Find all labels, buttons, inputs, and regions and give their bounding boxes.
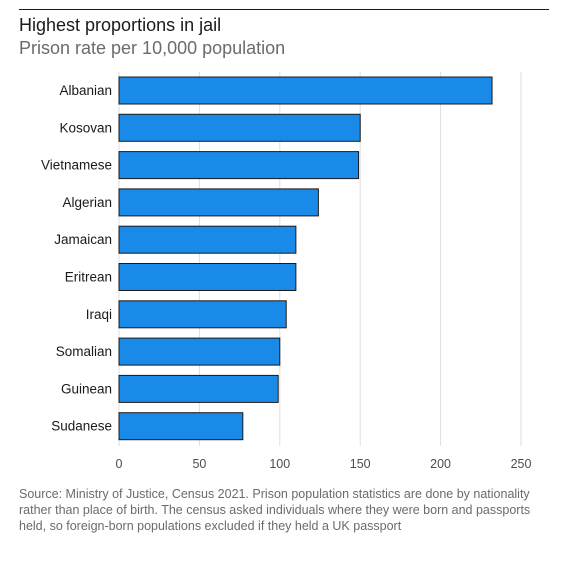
bar-chart: Albanian Kosovan Vietnamese Algerian Jamaica…: [41, 72, 532, 471]
bar: [118, 76, 493, 105]
source-note: Source: Ministry of Justice, Census 2021…: [19, 487, 531, 533]
bars: [118, 76, 493, 441]
bar: [118, 263, 297, 291]
x-tick-label: 150: [350, 457, 371, 471]
bar: [118, 113, 361, 142]
x-tick-label: 200: [430, 457, 451, 471]
category-label: Iraqi: [86, 307, 112, 322]
x-tick-label: 250: [511, 457, 532, 471]
bar: [118, 412, 244, 441]
chart-subtitle: Prison rate per 10,000 population: [19, 38, 286, 58]
category-label: Eritrean: [65, 270, 112, 285]
top-rule: [19, 9, 549, 10]
x-tick-label: 50: [192, 457, 206, 471]
category-label: Sudanese: [51, 419, 112, 434]
category-label: Vietnamese: [41, 158, 112, 173]
category-label: Guinean: [61, 381, 112, 396]
bar: [118, 225, 297, 254]
category-label: Kosovan: [59, 120, 112, 135]
x-tick-label: 100: [269, 457, 290, 471]
category-label: Jamaican: [54, 232, 112, 247]
category-label: Somalian: [56, 344, 112, 359]
chart-title: Highest proportions in jail: [19, 15, 222, 35]
category-label: Algerian: [62, 195, 112, 210]
bar: [118, 300, 287, 329]
category-label: Albanian: [59, 83, 112, 98]
bar: [118, 374, 279, 403]
bar: [118, 151, 360, 180]
bar: [118, 337, 281, 366]
bar: [118, 188, 319, 217]
x-axis-ticks: 0 50 100 150 200 250: [116, 457, 532, 471]
x-tick-label: 0: [116, 457, 123, 471]
category-labels: Albanian Kosovan Vietnamese Algerian Jamaica…: [41, 83, 112, 434]
